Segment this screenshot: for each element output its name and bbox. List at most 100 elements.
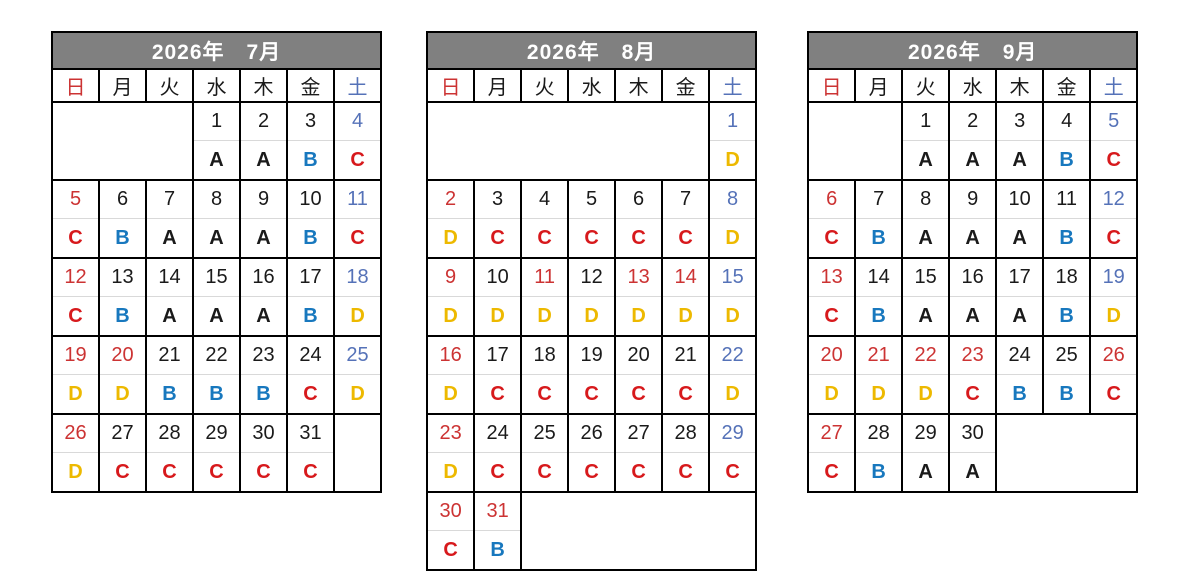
date-cell: 5 <box>51 179 100 219</box>
shift-cell: C <box>286 452 335 493</box>
calendar-august: 2026年 8月日月火水木金土 1 D 2 3 4 5 6 7 8 D C C C C C D 9 10 11 12 13… <box>426 31 758 571</box>
shift-cell: C <box>98 452 147 493</box>
date-cell: 4 <box>332 101 383 141</box>
date-cell: 14 <box>661 257 711 297</box>
date-cell: 26 <box>1089 335 1139 375</box>
weekday-header: 水 <box>192 68 241 103</box>
date-cell: 9 <box>426 257 476 297</box>
date-cell: 31 <box>473 491 523 531</box>
shift-cell: A <box>192 218 241 259</box>
date-cell: 8 <box>901 179 951 219</box>
date-cell: 18 <box>520 335 570 375</box>
date-cell: 8 <box>708 179 758 219</box>
shift-cell: A <box>948 140 998 181</box>
date-cell: 23 <box>426 413 476 453</box>
shift-cell: C <box>520 452 570 493</box>
shift-cell: B <box>145 374 194 415</box>
shift-cell: D <box>708 218 758 259</box>
date-cell: 13 <box>614 257 664 297</box>
date-cell: 31 <box>286 413 335 453</box>
shift-cell: C <box>286 374 335 415</box>
shift-cell: A <box>948 296 998 337</box>
weekday-header: 木 <box>239 68 288 103</box>
weekday-header: 火 <box>520 68 570 103</box>
shift-cell: D <box>51 452 100 493</box>
calendar-title: 2026年 7月 <box>50 31 383 70</box>
shift-cell: C <box>1089 218 1139 259</box>
weekday-header: 金 <box>1042 68 1092 103</box>
date-cell: 7 <box>854 179 904 219</box>
calendar-title: 2026年 9月 <box>807 31 1139 70</box>
date-cell: 3 <box>995 101 1045 141</box>
weekday-header: 日 <box>51 68 100 103</box>
shift-cell: C <box>520 374 570 415</box>
date-cell: 10 <box>995 179 1045 219</box>
date-cell: 25 <box>332 335 383 375</box>
date-cell: 1 <box>901 101 951 141</box>
shift-cell: B <box>1042 218 1092 259</box>
shift-cell: C <box>51 218 100 259</box>
weekday-header: 金 <box>286 68 335 103</box>
date-cell: 17 <box>286 257 335 297</box>
date-cell: 15 <box>708 257 758 297</box>
shift-cell: A <box>192 140 241 181</box>
shift-cell: B <box>473 530 523 571</box>
date-cell: 25 <box>1042 335 1092 375</box>
shift-cell: C <box>192 452 241 493</box>
shift-cell: C <box>661 452 711 493</box>
date-cell: 23 <box>239 335 288 375</box>
shift-cell: C <box>473 452 523 493</box>
empty-cell <box>51 101 194 181</box>
date-cell: 7 <box>661 179 711 219</box>
date-cell: 29 <box>708 413 758 453</box>
shift-cell: B <box>1042 140 1092 181</box>
shift-cell: A <box>901 140 951 181</box>
shift-cell: D <box>520 296 570 337</box>
shift-cell: C <box>614 374 664 415</box>
shift-cell: B <box>286 296 335 337</box>
empty-cell <box>995 413 1139 493</box>
shift-cell: C <box>145 452 194 493</box>
date-cell: 15 <box>901 257 951 297</box>
date-cell: 21 <box>145 335 194 375</box>
date-cell: 6 <box>98 179 147 219</box>
shift-cell: B <box>239 374 288 415</box>
shift-cell: C <box>239 452 288 493</box>
date-cell: 30 <box>426 491 476 531</box>
date-cell: 13 <box>807 257 857 297</box>
shift-cell: A <box>901 452 951 493</box>
date-cell: 18 <box>1042 257 1092 297</box>
shift-cell: C <box>567 218 617 259</box>
date-cell: 10 <box>473 257 523 297</box>
date-cell: 28 <box>854 413 904 453</box>
shift-cell: D <box>567 296 617 337</box>
weekday-header: 月 <box>854 68 904 103</box>
date-cell: 28 <box>145 413 194 453</box>
shift-cell: C <box>426 530 476 571</box>
date-cell: 13 <box>98 257 147 297</box>
shift-cell: C <box>332 218 383 259</box>
shift-cell: C <box>1089 374 1139 415</box>
weekday-header: 金 <box>661 68 711 103</box>
date-cell: 22 <box>192 335 241 375</box>
date-cell: 6 <box>614 179 664 219</box>
date-cell: 11 <box>1042 179 1092 219</box>
date-cell: 15 <box>192 257 241 297</box>
date-cell: 20 <box>807 335 857 375</box>
shift-cell: D <box>901 374 951 415</box>
shift-cell: D <box>854 374 904 415</box>
shift-cell: D <box>473 296 523 337</box>
date-cell: 1 <box>708 101 758 141</box>
weekday-header: 木 <box>614 68 664 103</box>
weekday-header: 月 <box>473 68 523 103</box>
date-cell: 29 <box>901 413 951 453</box>
weekday-header: 水 <box>567 68 617 103</box>
date-cell: 12 <box>567 257 617 297</box>
shift-cell: C <box>520 218 570 259</box>
date-cell: 22 <box>901 335 951 375</box>
date-cell: 3 <box>286 101 335 141</box>
weekday-header: 土 <box>708 68 758 103</box>
shift-cell: B <box>98 218 147 259</box>
date-cell: 11 <box>332 179 383 219</box>
shift-cell: D <box>332 296 383 337</box>
